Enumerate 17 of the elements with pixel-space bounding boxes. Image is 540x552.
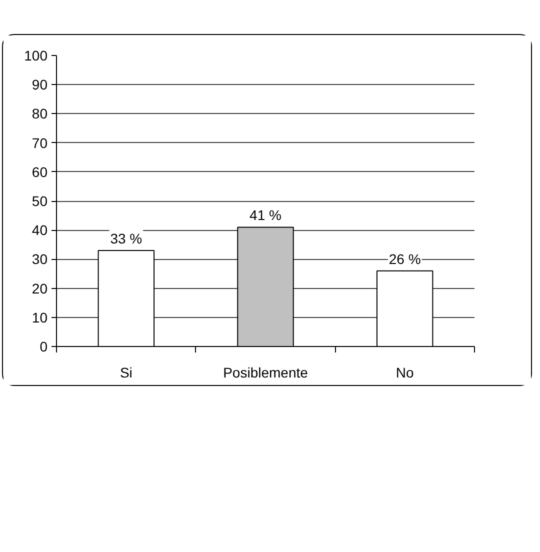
data-label: 41 % xyxy=(250,207,282,224)
y-tick-label: 10 xyxy=(32,309,48,326)
y-tick-label: 40 xyxy=(32,222,48,238)
data-label: 26 % xyxy=(388,250,421,267)
y-tick-label: 20 xyxy=(32,280,48,296)
y-tick-label: 80 xyxy=(32,106,48,122)
y-tick-label: 30 xyxy=(32,251,48,268)
y-tick-label: 60 xyxy=(32,164,48,180)
data-label: 33 % xyxy=(110,230,142,246)
y-tick-label: 50 xyxy=(32,193,48,209)
y-tick-label: 0 xyxy=(40,338,48,354)
y-tick-label: 90 xyxy=(32,76,48,93)
y-tick-label: 100 xyxy=(24,48,48,64)
x-tick-label: Si xyxy=(120,364,132,380)
x-tick-label: No xyxy=(396,364,414,380)
x-tick-label: Posiblemente xyxy=(223,364,308,380)
y-tick-label: 70 xyxy=(32,134,48,151)
